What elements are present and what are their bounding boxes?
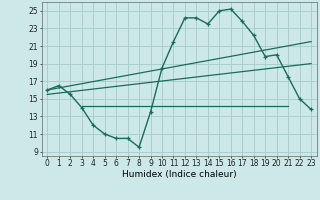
X-axis label: Humidex (Indice chaleur): Humidex (Indice chaleur) xyxy=(122,170,236,179)
